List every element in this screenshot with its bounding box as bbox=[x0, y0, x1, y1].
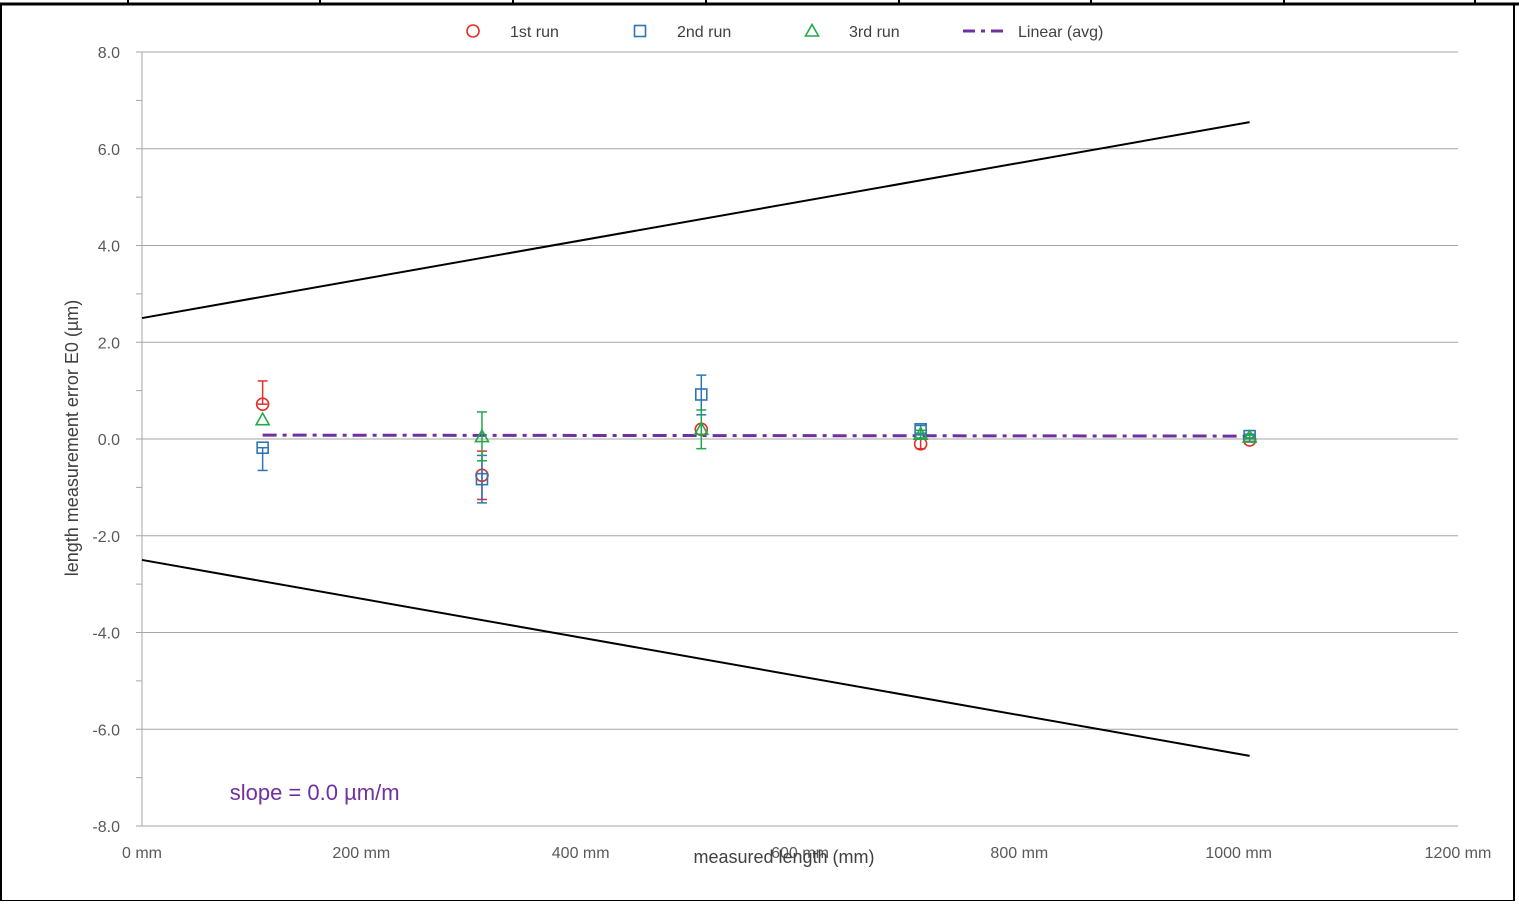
y-tick-label: 8.0 bbox=[98, 45, 120, 62]
y-tick-label: -6.0 bbox=[92, 722, 120, 739]
top-table-cells bbox=[127, 0, 1476, 5]
lower-limit-line bbox=[141, 558, 1250, 757]
y-tick-label: 0.0 bbox=[98, 432, 120, 449]
y-tick-label: 2.0 bbox=[98, 335, 120, 352]
legend-label: 2nd run bbox=[677, 24, 731, 41]
grid-lines bbox=[142, 51, 1458, 827]
legend-item: Linear (avg) bbox=[963, 24, 1103, 41]
trendline bbox=[262, 433, 1250, 438]
legend-label: 1st run bbox=[510, 24, 559, 41]
series-3 bbox=[254, 409, 1258, 462]
data-point bbox=[255, 397, 270, 411]
legend-marker bbox=[804, 22, 820, 37]
x-tick-label: 1200 mm bbox=[1425, 845, 1492, 862]
y-tick-label: -8.0 bbox=[92, 819, 120, 836]
x-axis-title: measured length (mm) bbox=[693, 847, 874, 867]
legend-item: 2nd run bbox=[633, 24, 731, 41]
legend-label: 3rd run bbox=[849, 24, 900, 41]
data-point bbox=[694, 388, 708, 401]
y-tick-label: 4.0 bbox=[98, 239, 120, 256]
data-point bbox=[912, 426, 929, 440]
x-tick-label: 400 mm bbox=[552, 845, 610, 862]
axes: -8.0 -6.0 -4.0 -2.0 0.0 2.0 4.0 6.0 8.0 0 mm 200 m… bbox=[92, 45, 1491, 862]
data-point bbox=[474, 428, 490, 443]
x-tick-label: 600 mm bbox=[771, 845, 829, 862]
legend: 1st run 2nd run 3rd run Linear (avg) bbox=[466, 22, 1103, 41]
legend-marker bbox=[466, 24, 480, 38]
data-point bbox=[254, 411, 271, 426]
y-tick-label: -4.0 bbox=[92, 626, 120, 643]
data-point bbox=[256, 441, 269, 455]
limit-lines bbox=[141, 121, 1250, 757]
legend-item: 3rd run bbox=[804, 22, 900, 41]
x-tick-label: 200 mm bbox=[332, 845, 390, 862]
trendline-group bbox=[262, 433, 1250, 438]
x-tick-label: 800 mm bbox=[990, 845, 1048, 862]
x-tick-label: 0 mm bbox=[122, 845, 162, 862]
series-1 bbox=[255, 380, 1257, 501]
data-point bbox=[693, 421, 710, 436]
outer-frame bbox=[0, 3, 1515, 902]
upper-limit-line bbox=[141, 121, 1250, 320]
data-point bbox=[475, 472, 489, 486]
y-axis-title: length measurement error E0 (µm) bbox=[62, 300, 82, 576]
y-tick-label: -2.0 bbox=[92, 529, 120, 546]
x-tick-label: 1000 mm bbox=[1205, 845, 1272, 862]
slope-annotation: slope = 0.0 µm/m bbox=[230, 780, 400, 805]
legend-item: 1st run bbox=[466, 24, 559, 41]
data-series bbox=[254, 374, 1258, 504]
legend-label: Linear (avg) bbox=[1018, 24, 1103, 41]
y-tick-label: 6.0 bbox=[98, 142, 120, 159]
data-point bbox=[1241, 428, 1258, 443]
legend-marker bbox=[633, 24, 647, 38]
